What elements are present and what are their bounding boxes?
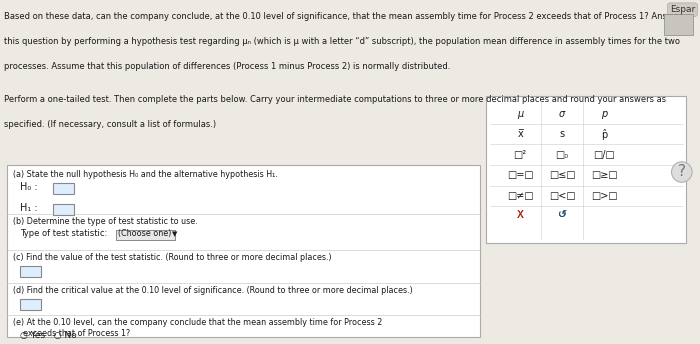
FancyBboxPatch shape bbox=[20, 299, 41, 310]
Text: H₁ :: H₁ : bbox=[20, 203, 37, 213]
Text: (e) At the 0.10 level, can the company conclude that the mean assembly time for : (e) At the 0.10 level, can the company c… bbox=[13, 318, 382, 337]
Text: p: p bbox=[601, 108, 607, 119]
Text: (d) Find the critical value at the 0.10 level of significance. (Round to three o: (d) Find the critical value at the 0.10 … bbox=[13, 286, 412, 294]
Text: Espar: Espar bbox=[670, 5, 695, 14]
Text: s: s bbox=[559, 129, 565, 139]
Text: (b) Determine the type of test statistic to use.: (b) Determine the type of test statistic… bbox=[13, 217, 197, 226]
Text: X: X bbox=[517, 210, 524, 220]
Text: (c) Find the value of the test statistic. (Round to three or more decimal places: (c) Find the value of the test statistic… bbox=[13, 253, 331, 262]
Text: □≠□: □≠□ bbox=[507, 191, 533, 201]
FancyBboxPatch shape bbox=[52, 204, 74, 215]
Text: processes. Assume that this population of differences (Process 1 minus Process 2: processes. Assume that this population o… bbox=[4, 62, 450, 71]
Text: σ: σ bbox=[559, 108, 565, 119]
Text: H₀ :: H₀ : bbox=[20, 182, 37, 193]
Text: μ: μ bbox=[517, 108, 523, 119]
Text: □₀: □₀ bbox=[556, 150, 568, 160]
Text: □=□: □=□ bbox=[507, 170, 533, 181]
FancyBboxPatch shape bbox=[486, 96, 686, 243]
FancyBboxPatch shape bbox=[664, 14, 693, 35]
Text: specified. (If necessary, consult a list of formulas.): specified. (If necessary, consult a list… bbox=[4, 120, 216, 129]
FancyBboxPatch shape bbox=[20, 266, 41, 277]
Text: x̅: x̅ bbox=[517, 129, 523, 139]
Text: p̂: p̂ bbox=[601, 129, 607, 140]
Text: this question by performing a hypothesis test regarding μₙ (which is μ with a le: this question by performing a hypothesis… bbox=[4, 37, 680, 46]
Text: X: X bbox=[517, 210, 524, 220]
Text: (a) State the null hypothesis H₀ and the alternative hypothesis H₁.: (a) State the null hypothesis H₀ and the… bbox=[13, 170, 277, 179]
FancyBboxPatch shape bbox=[116, 230, 175, 240]
Text: □≥□: □≥□ bbox=[591, 170, 617, 181]
Text: □/□: □/□ bbox=[593, 150, 615, 160]
Text: Type of test statistic:: Type of test statistic: bbox=[20, 229, 107, 238]
Text: (Choose one): (Choose one) bbox=[118, 229, 171, 238]
Text: □²: □² bbox=[514, 150, 526, 160]
Text: ○ Yes   ○ No: ○ Yes ○ No bbox=[20, 331, 76, 340]
Text: □≤□: □≤□ bbox=[549, 170, 575, 181]
FancyBboxPatch shape bbox=[7, 165, 480, 337]
Text: ?: ? bbox=[678, 164, 686, 180]
Text: ▼: ▼ bbox=[172, 231, 177, 237]
Text: □<□: □<□ bbox=[549, 191, 575, 201]
Text: ↺: ↺ bbox=[557, 210, 567, 220]
Text: ↺: ↺ bbox=[558, 210, 566, 220]
FancyBboxPatch shape bbox=[52, 183, 74, 194]
Text: Perform a one-tailed test. Then complete the parts below. Carry your intermediat: Perform a one-tailed test. Then complete… bbox=[4, 95, 666, 104]
Text: □>□: □>□ bbox=[591, 191, 617, 201]
Text: Based on these data, can the company conclude, at the 0.10 level of significance: Based on these data, can the company con… bbox=[4, 12, 682, 21]
